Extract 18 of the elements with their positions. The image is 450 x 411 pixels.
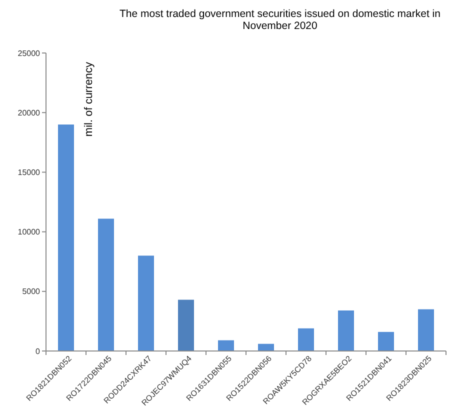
y-tick-label: 25000 (18, 48, 41, 58)
bar (418, 309, 434, 351)
chart-title: The most traded government securities issued on domestic market in November 2020 (120, 8, 441, 32)
bar (378, 332, 394, 351)
bar (98, 218, 114, 351)
bar (258, 344, 274, 351)
bar (298, 328, 314, 351)
y-tick-label: 0 (36, 346, 41, 356)
y-tick-label: 5000 (22, 287, 41, 296)
y-tick-label: 15000 (18, 168, 41, 177)
bar (218, 340, 234, 351)
bar (338, 310, 354, 351)
bar (178, 300, 194, 351)
bar (138, 256, 154, 351)
y-tick-label: 20000 (18, 108, 41, 118)
y-tick-label: 10000 (18, 228, 41, 237)
bar (58, 124, 74, 351)
y-axis-title: mil. of currency (83, 62, 95, 137)
